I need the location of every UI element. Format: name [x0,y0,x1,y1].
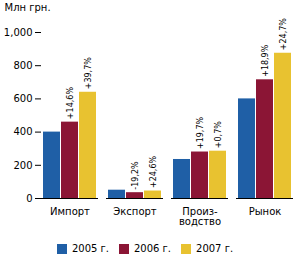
svg-text:Рынок: Рынок [249,206,282,217]
html-text:2007 г.: 2007 г. [196,243,234,254]
svg-text:+39,7%: +39,7% [84,57,93,90]
svg-text:200: 200 [13,160,32,171]
html-text:2005 г.: 2005 г. [71,243,109,254]
svg-text:+0,7%: +0,7% [214,121,223,148]
svg-text:800: 800 [13,60,32,71]
svg-text:Импорт: Импорт [50,206,90,217]
svg-text:Экспорт: Экспорт [113,206,157,217]
svg-text:Произ-водство: Произ-водство [179,206,221,227]
svg-text:+24,6%: +24,6% [149,156,158,189]
svg-text:+18,9%: +18,9% [261,44,270,77]
svg-text:+14,6%: +14,6% [66,87,75,120]
svg-text:400: 400 [13,126,32,137]
svg-text:600: 600 [13,93,32,104]
svg-text:-19,2%: -19,2% [131,161,140,190]
html-text:2006 г.: 2006 г. [134,243,171,254]
svg-text:1,000: 1,000 [4,27,33,38]
svg-text:Млн грн.: Млн грн. [5,2,51,13]
svg-text:+24,7%: +24,7% [279,18,288,51]
svg-text:0: 0 [26,193,32,204]
svg-text:+19,7%: +19,7% [196,117,205,150]
